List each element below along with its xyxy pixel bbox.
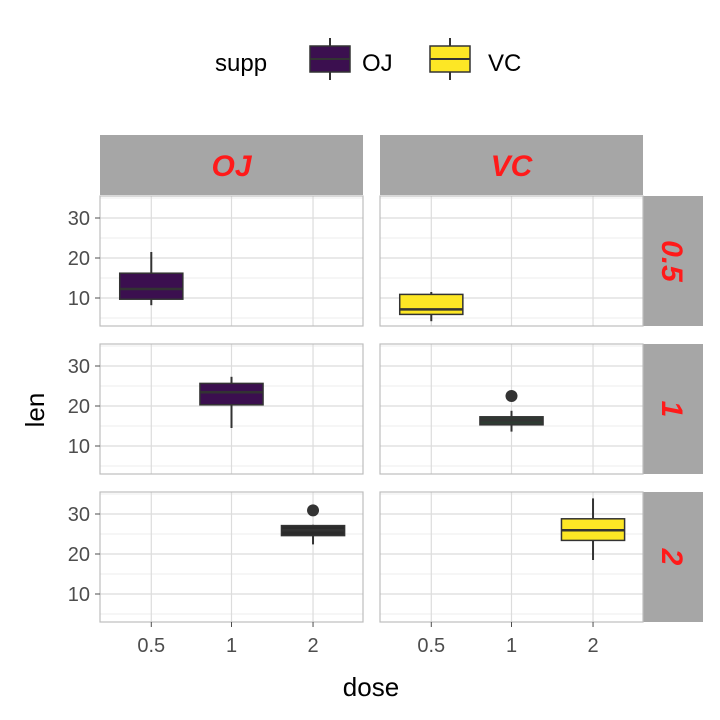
strip-col-vc: VC: [491, 150, 534, 183]
outlier-point: [505, 390, 518, 402]
box-oj-dose-2: [280, 504, 346, 545]
strip-row-1-bg: [643, 344, 703, 474]
y-tick-label: 30: [68, 356, 90, 378]
legend: supp OJ VC: [215, 38, 521, 80]
x-tick-label: 1: [226, 635, 237, 657]
panel-border: [379, 195, 644, 327]
legend-key-oj: [309, 38, 351, 80]
outlier-point: [307, 504, 320, 517]
y-tick-label: 30: [68, 504, 90, 526]
y-tick-label: 30: [68, 208, 90, 230]
panel-r2-c1: [379, 491, 644, 623]
panel-r0-c0: [99, 195, 364, 327]
x-tick-label: 2: [307, 635, 318, 657]
box-vc-dose-1: [479, 390, 544, 432]
y-tick-label: 10: [68, 584, 90, 606]
y-tick-label: 20: [68, 396, 90, 418]
legend-label-vc: VC: [488, 50, 521, 77]
strip-col-oj-bg: [100, 135, 363, 195]
strip-row-2-bg: [643, 492, 703, 622]
panel-border: [99, 195, 364, 327]
x-tick-label: 0.5: [417, 635, 445, 657]
y-tick-label: 20: [68, 248, 90, 270]
strip-row-0.5-bg: [643, 196, 703, 326]
strip-col-vc-bg: [380, 135, 643, 195]
strip-row-0.5: 0.5: [655, 240, 688, 283]
legend-title: supp: [215, 50, 267, 77]
box-oj-dose-0.5: [118, 252, 184, 306]
y-tick-label: 10: [68, 436, 90, 458]
y-tick-label: 10: [68, 288, 90, 310]
legend-key-vc: [429, 38, 471, 80]
box-iqr: [199, 382, 264, 406]
panel-border: [379, 343, 644, 475]
box-vc-dose-0.5: [398, 292, 464, 322]
y-tick-label: 20: [68, 544, 90, 566]
column-strips: OJ VC: [100, 135, 643, 195]
x-tick-label: 1: [506, 635, 517, 657]
box-iqr: [398, 293, 464, 316]
legend-label-oj: OJ: [362, 50, 393, 77]
strip-row-1: 1: [655, 401, 688, 418]
panel-r2-c0: [99, 491, 364, 623]
x-axis-title: dose: [343, 672, 399, 702]
x-tick-label: 2: [587, 635, 598, 657]
panel-border: [99, 343, 364, 475]
strip-row-2: 2: [655, 548, 688, 566]
x-tick-label: 0.5: [137, 635, 165, 657]
box-oj-dose-1: [199, 376, 264, 428]
strip-col-oj: OJ: [211, 150, 252, 183]
box-vc-dose-2: [560, 498, 626, 560]
panel-r1-c1: [379, 343, 644, 475]
y-axis-title: len: [20, 393, 50, 428]
box-iqr: [118, 272, 184, 300]
row-strips: 0.5 1 2: [643, 196, 703, 622]
panels: 10 20 30 10 20 30 10 20 30 0.5 1 2 0.5 1 2: [68, 195, 644, 657]
